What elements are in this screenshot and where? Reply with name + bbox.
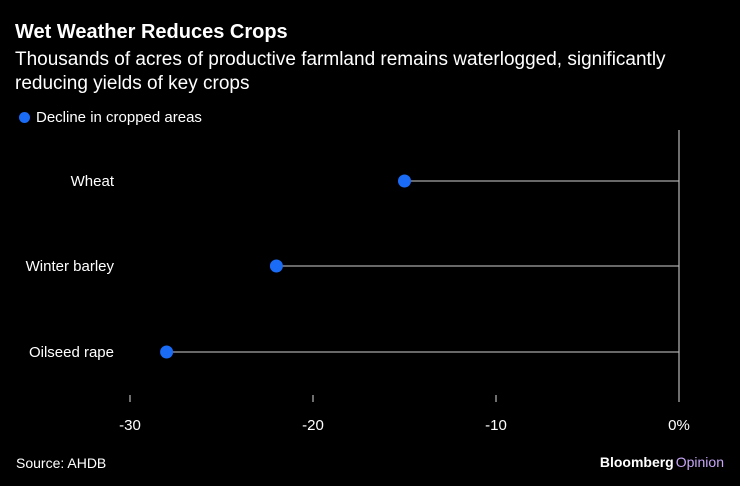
data-point-1	[269, 259, 283, 273]
category-label-1: Winter barley	[26, 258, 115, 275]
legend-label: Decline in cropped areas	[36, 108, 202, 126]
stems-group	[166, 180, 679, 353]
chart-title: Wet Weather Reduces Crops	[15, 21, 288, 43]
brand-section: Opinion	[675, 454, 724, 470]
legend: Decline in cropped areas	[19, 108, 202, 126]
category-labels: Wheat Winter barley Oilseed rape	[26, 173, 115, 361]
x-axis-tick-labels: -30 -20 -10 0%	[119, 417, 690, 434]
x-tick-label-1: -20	[302, 417, 324, 434]
x-axis-ticks	[129, 395, 680, 402]
source-note: Source: AHDB	[16, 455, 107, 471]
brand-name: Bloomberg	[599, 454, 674, 470]
data-point-0	[398, 174, 411, 188]
data-point-2	[160, 345, 174, 359]
legend-marker	[19, 111, 30, 123]
dots-group	[160, 174, 411, 359]
x-tick-label-2: -10	[485, 417, 507, 434]
x-tick-label-0: -30	[119, 417, 141, 434]
category-label-0: Wheat	[71, 173, 115, 190]
x-tick-label-3: 0%	[668, 417, 690, 434]
chart-subtitle: Thousands of acres of productive farmlan…	[15, 49, 666, 94]
category-label-2: Oilseed rape	[29, 344, 114, 361]
brand-logo: Bloomberg Opinion	[600, 453, 724, 471]
